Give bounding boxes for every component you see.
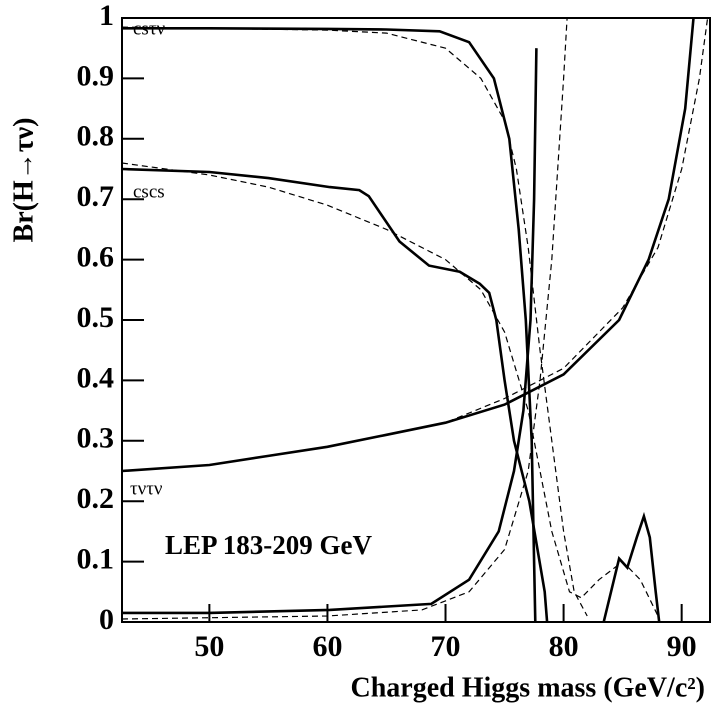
annotation: τντν: [130, 478, 163, 499]
y-tick-label: 0.1: [77, 542, 115, 575]
annotation: cscs: [133, 181, 165, 202]
y-tick-label: 0.5: [77, 301, 115, 334]
x-tick-label: 90: [667, 630, 697, 663]
series-line: [121, 17, 695, 473]
y-tick-label: 0.6: [77, 240, 115, 273]
series-line: [121, 17, 709, 472]
series-line: [122, 27, 537, 623]
series-line: [121, 26, 588, 617]
x-tick-label: 50: [194, 630, 224, 663]
y-tick-label: 0.8: [77, 120, 115, 153]
annotation: csτν: [133, 18, 165, 39]
series-line: [121, 17, 568, 620]
y-tick-label: 0.2: [77, 482, 115, 515]
series-line: [121, 167, 549, 623]
y-axis-title: Br(H→τν): [8, 118, 39, 243]
x-tick-label: 60: [312, 630, 342, 663]
y-tick-label: 0.7: [77, 180, 115, 213]
x-tick-label: 80: [549, 630, 579, 663]
y-tick-label: 0.9: [77, 59, 115, 92]
y-tick-label: 0.3: [77, 422, 115, 455]
x-tick-label: 70: [431, 630, 461, 663]
y-tick-label: 0: [99, 603, 114, 636]
y-tick-label: 1: [99, 0, 114, 32]
series-line: [602, 511, 661, 623]
series-line: [122, 48, 538, 615]
y-tick-label: 0.4: [77, 361, 115, 394]
x-axis-title: Charged Higgs mass (GeV/c²): [351, 672, 705, 703]
annotation: LEP 183-209 GeV: [165, 530, 372, 560]
